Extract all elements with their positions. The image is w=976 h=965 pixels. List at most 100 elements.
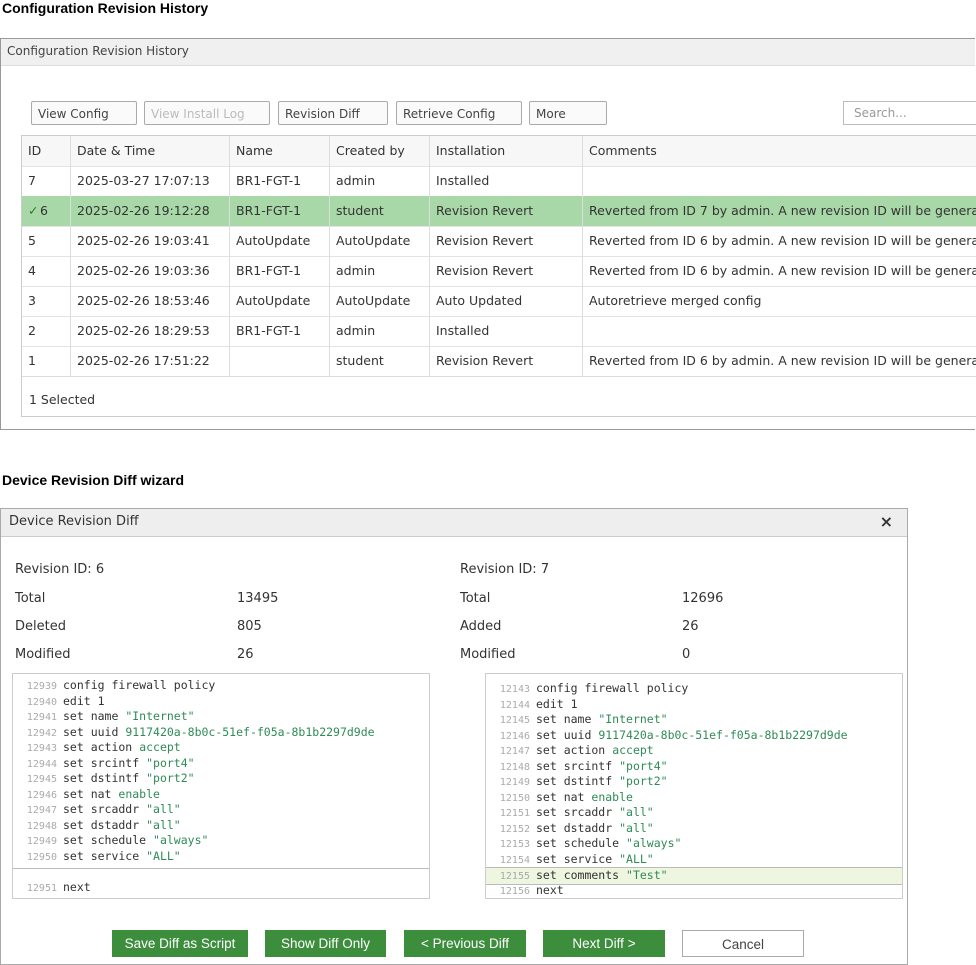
line-number: 12146 (499, 730, 530, 742)
table-row[interactable]: 4 2025-02-26 19:03:36 BR1-FGT-1 admin Revisi… (22, 256, 976, 287)
table-row[interactable]: 2 2025-02-26 18:29:53 BR1-FGT-1 admin Instal… (22, 316, 976, 347)
dialog-button[interactable]: Next Diff > (543, 930, 665, 957)
table-footer-line (22, 376, 976, 377)
line-number: 12150 (499, 792, 530, 804)
code-arg: "port4" (619, 758, 668, 773)
table-cell: 2025-02-26 19:12:28 (77, 203, 210, 218)
code-line: 12152 set dstaddr "all" (486, 821, 902, 837)
code-line: 12943 set action accept (13, 740, 429, 756)
code-line: 12150 set nat enable (486, 790, 902, 806)
column-header[interactable]: Installation (436, 143, 506, 158)
column-divider (70, 136, 71, 376)
table-cell: Autoretrieve merged config (589, 293, 762, 308)
code-arg: "all" (619, 820, 654, 835)
dialog-button[interactable]: Show Diff Only (265, 930, 386, 957)
code-line: 12939 config firewall policy (13, 678, 429, 694)
check-icon: ✓ (28, 203, 39, 218)
line-number: 12149 (499, 777, 530, 788)
toolbar-button[interactable]: More (529, 101, 607, 125)
code-text: edit 1 (536, 696, 578, 711)
stat-label: Total (460, 591, 491, 606)
table-cell: AutoUpdate (336, 293, 411, 308)
line-number: 12946 (26, 789, 57, 801)
table-cell: BR1-FGT-1 (236, 173, 302, 188)
column-header[interactable]: Name (236, 143, 273, 158)
dialog-button[interactable]: Cancel (682, 930, 804, 957)
toolbar-button[interactable]: View Config (31, 101, 137, 125)
table-cell: Auto Updated (436, 293, 523, 308)
table-cell: 3 (28, 293, 36, 308)
toolbar-button[interactable]: Retrieve Config (396, 101, 522, 125)
stat-label: Deleted (15, 619, 66, 634)
code-arg: enable (118, 786, 160, 801)
code-line: 12153 set schedule "always" (486, 836, 902, 852)
table-cell: 2025-02-26 18:29:53 (77, 323, 210, 338)
gap-line (13, 868, 429, 869)
code-arg: "port4" (146, 755, 195, 770)
column-header[interactable]: Comments (589, 143, 657, 158)
revision-id: Revision ID: 7 (460, 562, 550, 577)
code-text: edit 1 (63, 693, 105, 708)
code-text: set action (536, 743, 606, 757)
table-row[interactable]: 1 2025-02-26 17:51:22 student Revision Reve… (22, 346, 976, 377)
dialog-title: Device Revision Diff (1, 509, 907, 537)
table-cell: Revision Revert (436, 203, 534, 218)
toolbar-button[interactable]: Revision Diff (278, 101, 388, 125)
code-text: set srcintf (536, 758, 613, 773)
table-row[interactable]: ✓ 6 2025-02-26 19:12:28 BR1-FGT-1 student Rev… (22, 196, 976, 227)
table-cell: 1 (28, 353, 36, 368)
dialog-button[interactable]: Save Diff as Script (112, 930, 248, 957)
code-text: set nat (536, 789, 585, 804)
search-box[interactable]: Search... (843, 101, 976, 125)
line-number: 12153 (499, 839, 530, 850)
code-line: 12949 set schedule "always" (13, 833, 429, 849)
code-arg: 9117420a-8b0c-51ef-f05a-8b1b2297d9de (598, 727, 848, 742)
column-divider (229, 136, 230, 376)
table-cell: 2025-02-26 19:03:41 (77, 233, 210, 248)
code-line: 12156 next (486, 883, 902, 899)
dialog-button[interactable]: < Previous Diff (404, 930, 526, 957)
code-text: set srcintf (63, 755, 140, 770)
code-arg: "port2" (619, 774, 668, 788)
line-number: 12951 (26, 883, 57, 894)
table-cell: 6 (40, 203, 48, 218)
table-row[interactable]: 3 2025-02-26 18:53:46 AutoUpdate AutoUpdate… (22, 286, 976, 317)
stat-value: 805 (237, 619, 262, 634)
stat-value: 0 (682, 647, 691, 662)
line-number: 12943 (26, 743, 57, 754)
table-cell: Reverted from ID 6 by admin. A new revis… (589, 233, 976, 248)
code-arg: accept (612, 743, 654, 757)
table-cell: BR1-FGT-1 (236, 203, 302, 218)
table-cell: AutoUpdate (336, 233, 411, 248)
revision-id: Revision ID: 6 (15, 562, 105, 577)
stat-label: Total (15, 591, 46, 606)
table-row[interactable]: 5 2025-02-26 19:03:41 AutoUpdate AutoUpdate… (22, 226, 976, 257)
line-number: 12949 (26, 836, 57, 847)
close-button[interactable]: × (879, 512, 893, 531)
stat-value: 26 (237, 647, 254, 662)
code-text: set dstintf (536, 774, 613, 788)
code-arg: "always" (153, 833, 209, 847)
code-text: set schedule (63, 833, 147, 847)
column-header[interactable]: Date & Time (77, 143, 156, 158)
code-line: 12143 config firewall policy (486, 681, 902, 697)
toolbar-button: View Install Log (144, 101, 270, 125)
code-text: set srcaddr (63, 802, 140, 816)
line-number: 12152 (499, 823, 530, 835)
column-divider (582, 136, 583, 376)
line-number: 12155 (499, 871, 530, 882)
code-line: 12944 set srcintf "port4" (13, 756, 429, 772)
code-view: 12143 config firewall policy 12144 edit 1 12… (485, 673, 903, 899)
column-header[interactable]: Created by (336, 143, 405, 158)
code-arg: "ALL" (619, 851, 654, 866)
table-cell: BR1-FGT-1 (236, 323, 302, 338)
code-text: set name (536, 712, 592, 726)
table-cell: AutoUpdate (236, 293, 311, 308)
line-number: 12151 (499, 808, 530, 819)
code-arg: "always" (626, 836, 682, 850)
table-row[interactable]: 7 2025-03-27 17:07:13 BR1-FGT-1 admin Instal… (22, 166, 976, 197)
table-cell: Revision Revert (436, 263, 534, 278)
table-cell: Reverted from ID 7 by admin. A new revis… (589, 203, 976, 218)
column-header[interactable]: ID (28, 143, 42, 158)
